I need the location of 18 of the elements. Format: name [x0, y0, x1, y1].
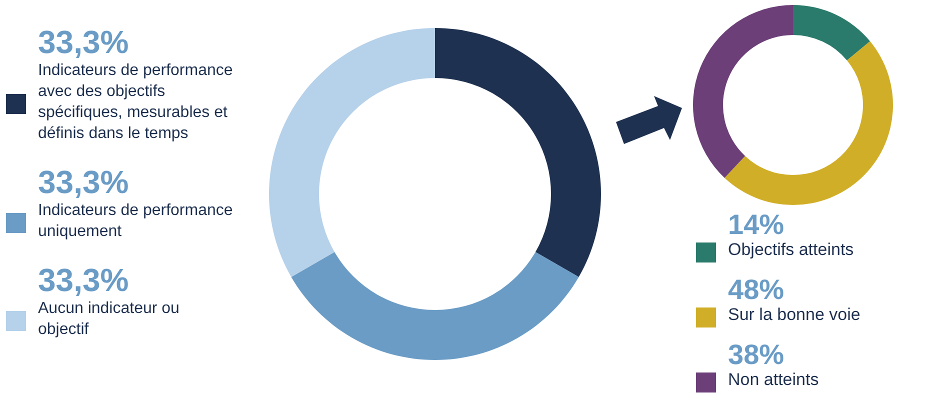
donut-slice	[793, 5, 870, 60]
data-label: 14%	[728, 209, 784, 240]
donut-slice	[693, 5, 793, 178]
legend-label: Non atteints	[728, 370, 819, 389]
legend-label: Sur la bonne voie	[728, 305, 860, 324]
legend-label: Objectifs atteints	[728, 240, 854, 259]
data-label: 33,3%	[38, 24, 129, 60]
donut-slice	[291, 252, 579, 360]
donut-slice	[435, 28, 601, 277]
data-label: 33,3%	[38, 262, 129, 298]
data-label: 48%	[728, 274, 784, 305]
data-label: 33,3%	[38, 164, 129, 200]
legend-label: Aucun indicateur ou objectif	[38, 300, 180, 338]
donut-slice	[269, 28, 435, 277]
legend-label: Indicateurs de performance uniquement	[38, 202, 233, 240]
donut-slice	[724, 41, 893, 205]
data-label: 38%	[728, 339, 784, 370]
legend-label: Indicateurs de performance avec des objectifs spécifiques, mesurables et définis dans le temps	[38, 62, 233, 142]
